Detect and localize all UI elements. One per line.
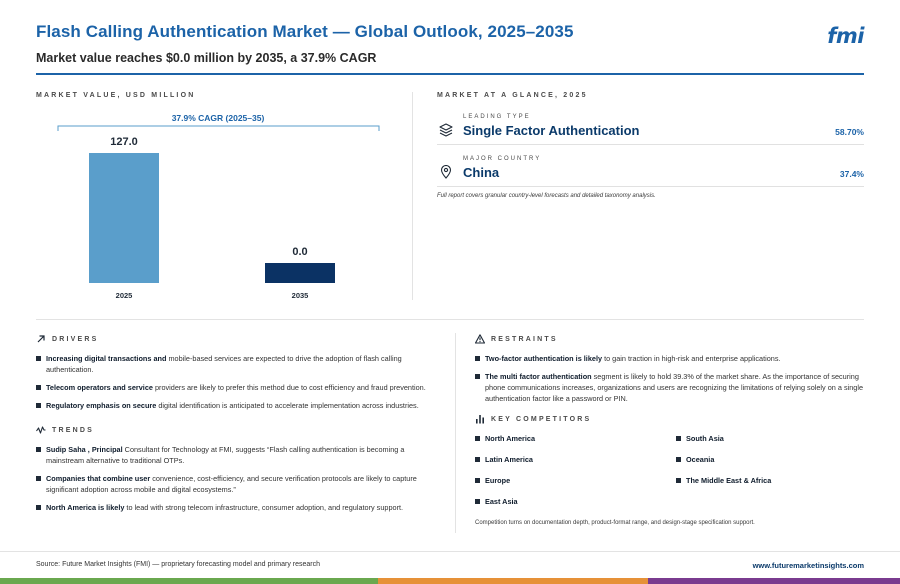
footer-stripe-purple [648,578,900,584]
restraints-label: RESTRAINTS [491,335,558,343]
drivers-heading: DRIVERS [36,333,436,345]
cagr-bracket [57,125,380,131]
cagr-annotation: 37.9% CAGR (2025–35) [172,113,265,123]
list-item: Two-factor authentication is likely to g… [475,353,864,364]
restraints-competitors-column: RESTRAINTS Two-factor authentication is … [475,333,864,526]
column-divider [455,333,456,533]
major-country-share: 37.4% [839,169,864,179]
major-country-value: China [463,165,500,180]
competitors-label: KEY COMPETITORS [491,415,592,423]
market-value-chart: MARKET VALUE, USD MILLION 37.9% CAGR (20… [36,92,406,302]
competitors-heading: KEY COMPETITORS [475,413,864,425]
competitor-item: North America [475,434,676,443]
restraints-list: Two-factor authentication is likely to g… [475,353,864,404]
layers-icon [439,123,453,137]
glance-section-label: MARKET AT A GLANCE, 2025 [437,92,588,99]
footer-stripe-orange [378,578,648,584]
page-subtitle: Market value reaches $0.0 million by 203… [36,51,377,65]
list-item: North America is likely to lead with str… [36,502,436,513]
leading-type-label: LEADING TYPE [463,114,531,120]
competitor-item: Latin America [475,455,676,464]
bar-chart-svg: 37.9% CAGR (2025–35) 127.0 2025 0.0 2035 [57,113,380,300]
bar-2025 [89,153,159,283]
list-item: The multi factor authentication segment … [475,371,864,404]
trends-label: TRENDS [52,426,94,434]
footer-divider [0,551,900,552]
competitor-item: Europe [475,476,676,485]
footer-stripe-green [0,578,378,584]
x-tick-label: 2025 [116,291,133,300]
market-at-a-glance: MARKET AT A GLANCE, 2025 LEADING TYPE Si… [437,92,864,199]
bar-chart-icon [476,415,484,424]
drivers-label: DRIVERS [52,335,99,343]
list-item: Telecom operators and service providers … [36,382,436,393]
arrow-up-right-icon [37,335,45,343]
trends-heading: TRENDS [36,424,436,436]
leading-type-share: 58.70% [835,127,864,137]
panel-divider [412,92,413,300]
trend-line-icon [36,426,46,434]
report-header: Flash Calling Authentication Market — Gl… [36,22,864,65]
competitor-item: Oceania [676,455,864,464]
competitors-grid: North America South Asia Latin America O… [475,434,864,506]
drivers-list: Increasing digital transactions and mobi… [36,353,436,411]
competitor-item: South Asia [676,434,864,443]
page-title: Flash Calling Authentication Market — Gl… [36,22,574,41]
bar-value-label: 127.0 [110,136,138,148]
major-country-label: MAJOR COUNTRY [463,156,542,162]
section-divider [36,319,864,320]
location-pin-icon [440,165,452,179]
website-link[interactable]: www.futuremarketinsights.com [752,561,864,570]
competitors-note: Competition turns on documentation depth… [475,520,755,526]
warning-icon [475,334,485,344]
glance-row-major-country: MAJOR COUNTRY China 37.4% [437,153,864,187]
list-item: Sudip Saha , Principal Consultant for Te… [36,444,436,466]
list-item: Regulatory emphasis on secure digital id… [36,400,436,411]
x-tick-label: 2035 [292,291,309,300]
source-note: Source: Future Market Insights (FMI) — p… [36,561,320,568]
bar-value-label: 0.0 [292,246,307,258]
list-item: Companies that combine user convenience,… [36,473,436,495]
list-item: Increasing digital transactions and mobi… [36,353,436,375]
drivers-trends-column: DRIVERS Increasing digital transactions … [36,333,436,520]
leading-type-value: Single Factor Authentication [463,123,640,138]
header-divider [36,73,864,75]
competitor-item: The Middle East & Africa [676,476,864,485]
glance-row-leading-type: LEADING TYPE Single Factor Authenticatio… [437,111,864,145]
glance-note: Full report covers granular country-leve… [437,193,656,199]
trends-list: Sudip Saha , Principal Consultant for Te… [36,444,436,513]
restraints-heading: RESTRAINTS [475,333,864,345]
competitor-item: East Asia [475,497,676,506]
chart-section-label: MARKET VALUE, USD MILLION [36,92,196,99]
fmi-logo[interactable]: fmi [827,24,864,48]
bar-2035 [265,263,335,283]
